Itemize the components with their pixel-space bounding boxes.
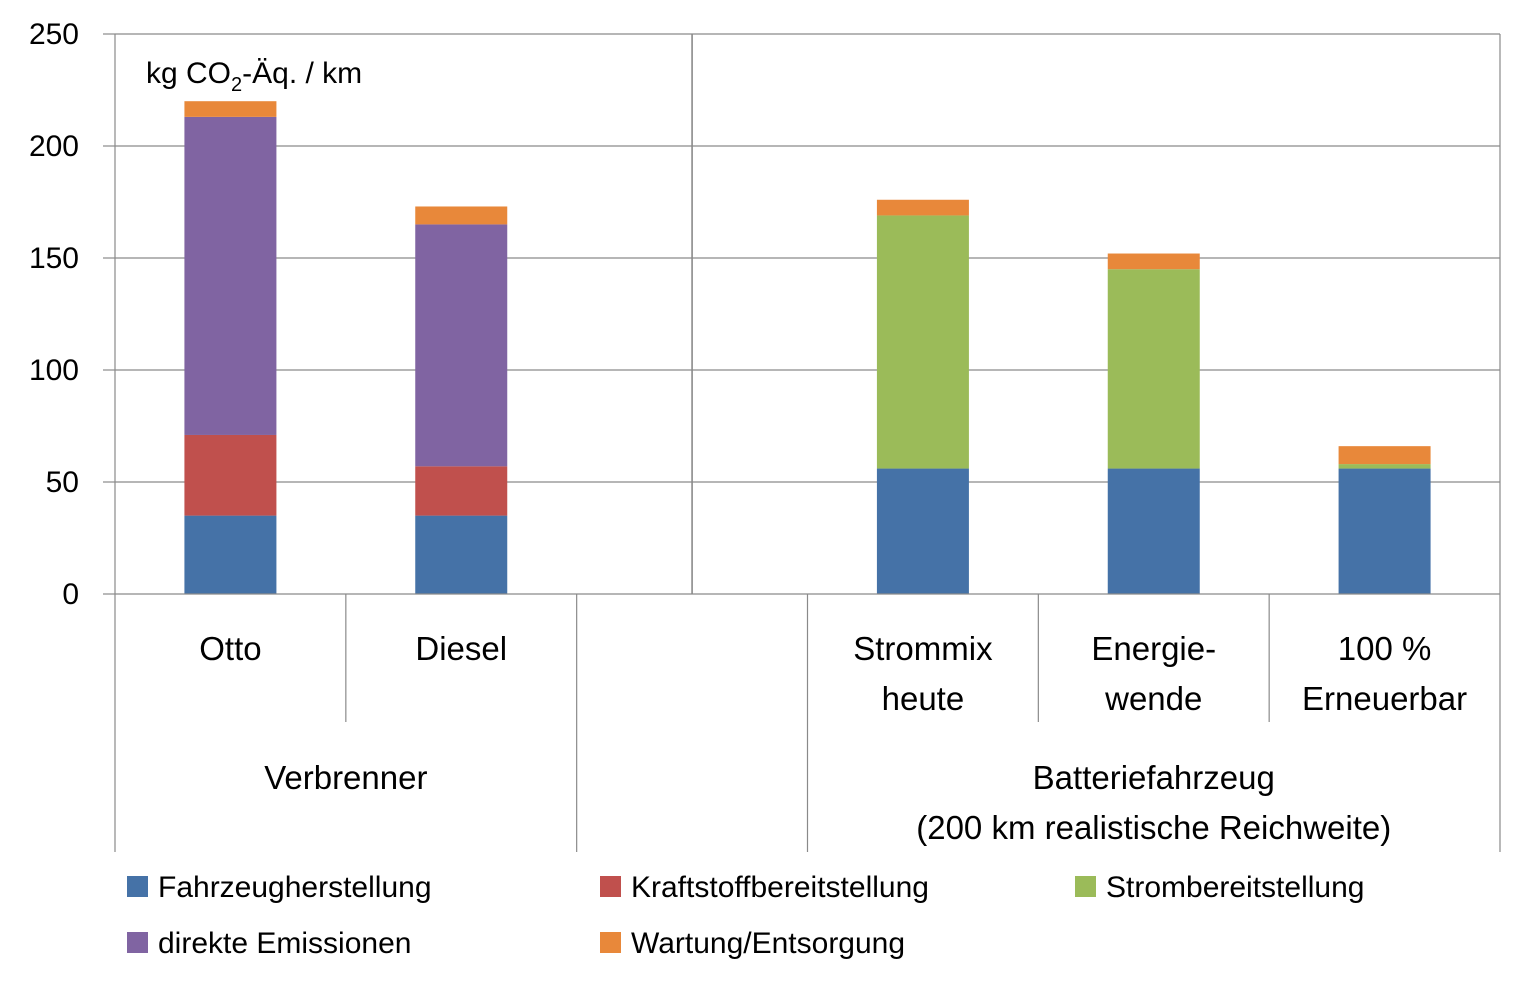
y-tick-label: 150 (29, 242, 79, 275)
unit-label: kg CO2-Äq. / km (146, 57, 362, 96)
category-label: Diesel (415, 630, 507, 667)
category-label: Otto (199, 630, 261, 667)
category-label: wende (1104, 680, 1202, 717)
legend-swatch (600, 932, 621, 953)
category-labels: Otto Diesel Strommix heute Energie-wende 100 … (199, 630, 1467, 717)
legend-label: Kraftstoffbereitstellung (631, 871, 929, 904)
category-label: heute (882, 680, 965, 717)
category-label: Erneuerbar (1302, 680, 1467, 717)
group-labels: Verbrenner Batteriefahrzeug (200 km realis… (264, 759, 1391, 846)
group-label: Verbrenner (264, 759, 427, 796)
bar-segment (415, 206, 508, 225)
bar-segment (1338, 464, 1431, 469)
group-label: Batteriefahrzeug (1033, 759, 1275, 796)
bar-segment (876, 199, 969, 216)
legend-label: Fahrzeugherstellung (158, 871, 432, 904)
bar-segment (184, 101, 277, 117)
y-tick-label: 100 (29, 354, 79, 387)
category-label: Energie- (1091, 630, 1216, 667)
legend-swatch (127, 932, 148, 953)
bar-segment (876, 215, 969, 469)
bar-segment (876, 468, 969, 594)
legend: Fahrzeugherstellung Kraftstoffbereitstell… (127, 871, 1364, 960)
legend-label: Wartung/Entsorgung (631, 927, 905, 960)
category-label: Strommix (853, 630, 993, 667)
y-tick-label: 200 (29, 130, 79, 163)
group-label: (200 km realistische Reichweite) (916, 809, 1391, 846)
bar-segment (1107, 269, 1200, 469)
legend-swatch (127, 876, 148, 897)
gridlines (115, 33, 1500, 483)
legend-swatch (600, 876, 621, 897)
bar-segment (1107, 253, 1200, 270)
legend-label: direkte Emissionen (158, 927, 411, 960)
y-tick-label: 0 (62, 578, 79, 611)
bar-segment (1338, 468, 1431, 594)
bar-segment (184, 434, 277, 516)
bar-segment (415, 224, 508, 467)
bar-segment (415, 515, 508, 594)
legend-label: Strombereitstellung (1106, 871, 1364, 904)
axes (103, 33, 1501, 852)
legend-swatch (1075, 876, 1096, 897)
y-tick-label: 250 (29, 18, 79, 51)
y-tick-labels: 0 50 100 150 200 250 (29, 18, 79, 611)
y-tick-label: 50 (46, 466, 79, 499)
bar-segment (184, 515, 277, 594)
bars (184, 101, 1431, 594)
bar-segment (184, 116, 277, 435)
bar-segment (415, 466, 508, 516)
category-label: 100 % (1338, 630, 1432, 667)
bar-segment (1338, 446, 1431, 465)
bar-segment (1107, 468, 1200, 594)
